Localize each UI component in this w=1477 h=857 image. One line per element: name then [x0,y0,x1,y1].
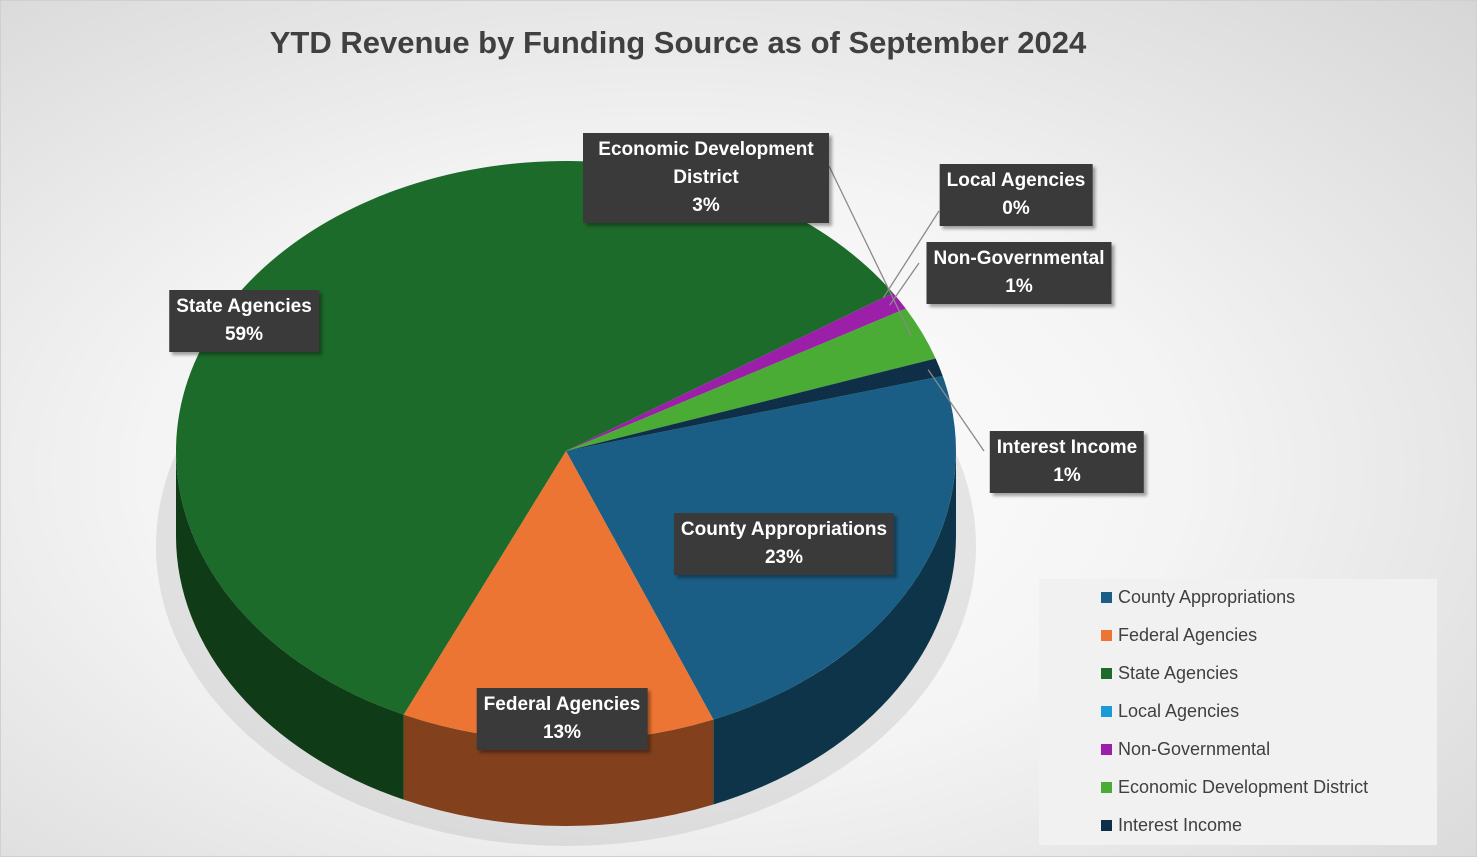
slice [566,308,936,451]
data-label-name: Local Agencies [946,170,1086,191]
data-label: Local Agencies 0% [939,164,1093,226]
legend-item: Interest Income [1101,815,1242,836]
data-label-value: 1% [1005,276,1033,297]
leader-line [889,262,920,306]
slice [566,358,943,451]
legend-label: Local Agencies [1118,701,1240,721]
data-label-name: State Agencies [176,296,312,317]
data-label: Non-Governmental 1% [926,242,1112,304]
legend-item: County Appropriations [1101,587,1295,608]
legend-swatch [1101,744,1112,755]
data-label: County Appropriations 23% [673,513,895,575]
data-label: State Agencies 59% [169,290,319,352]
legend-swatch [1101,820,1112,831]
data-label-value: 3% [692,195,720,216]
chart-title: YTD Revenue by Funding Source as of Sept… [269,25,1087,60]
legend-label: Economic Development District [1118,777,1369,797]
data-label-value: 23% [764,547,804,568]
legend-item: Economic Development District [1101,777,1368,798]
legend-swatch [1101,630,1112,641]
leader-line [882,210,940,299]
data-label: Interest Income 1% [989,431,1145,493]
legend-swatch [1101,668,1112,679]
legend-label: State Agencies [1118,663,1239,683]
legend-label: County Appropriations [1118,587,1296,607]
legend-item: Federal Agencies [1101,625,1257,646]
data-label-value: 1% [1053,465,1081,486]
slice-side [713,451,956,805]
data-label-name: Economic Development District [598,139,814,188]
legend-swatch [1101,592,1112,603]
data-label-name: Interest Income [996,437,1138,458]
slice-side [176,451,404,800]
data-label: Federal Agencies 13% [476,688,648,750]
data-label-name: County Appropriations [680,519,888,540]
legend-item: Local Agencies [1101,701,1239,722]
legend-label: Interest Income [1118,815,1243,835]
leader-line [828,165,913,337]
leader-line [927,369,985,452]
slice [175,160,894,715]
legend-label: Federal Agencies [1118,625,1258,645]
data-label-value: 13% [542,722,582,743]
data-label-value: 0% [1002,198,1030,219]
legend-label: Non-Governmental [1118,739,1271,759]
data-label-name: Non-Governmental [933,248,1105,269]
data-label: Economic Development District 3% [583,133,829,223]
data-label-name: Federal Agencies [483,694,641,715]
data-label-value: 59% [224,324,264,345]
legend-swatch [1101,782,1112,793]
slice [566,293,906,451]
legend-swatch [1101,706,1112,717]
legend-item: Non-Governmental [1101,739,1270,760]
legend: County Appropriations Federal Agencies Sta… [1039,579,1437,845]
slice [403,451,714,741]
legend-item: State Agencies [1101,663,1238,684]
